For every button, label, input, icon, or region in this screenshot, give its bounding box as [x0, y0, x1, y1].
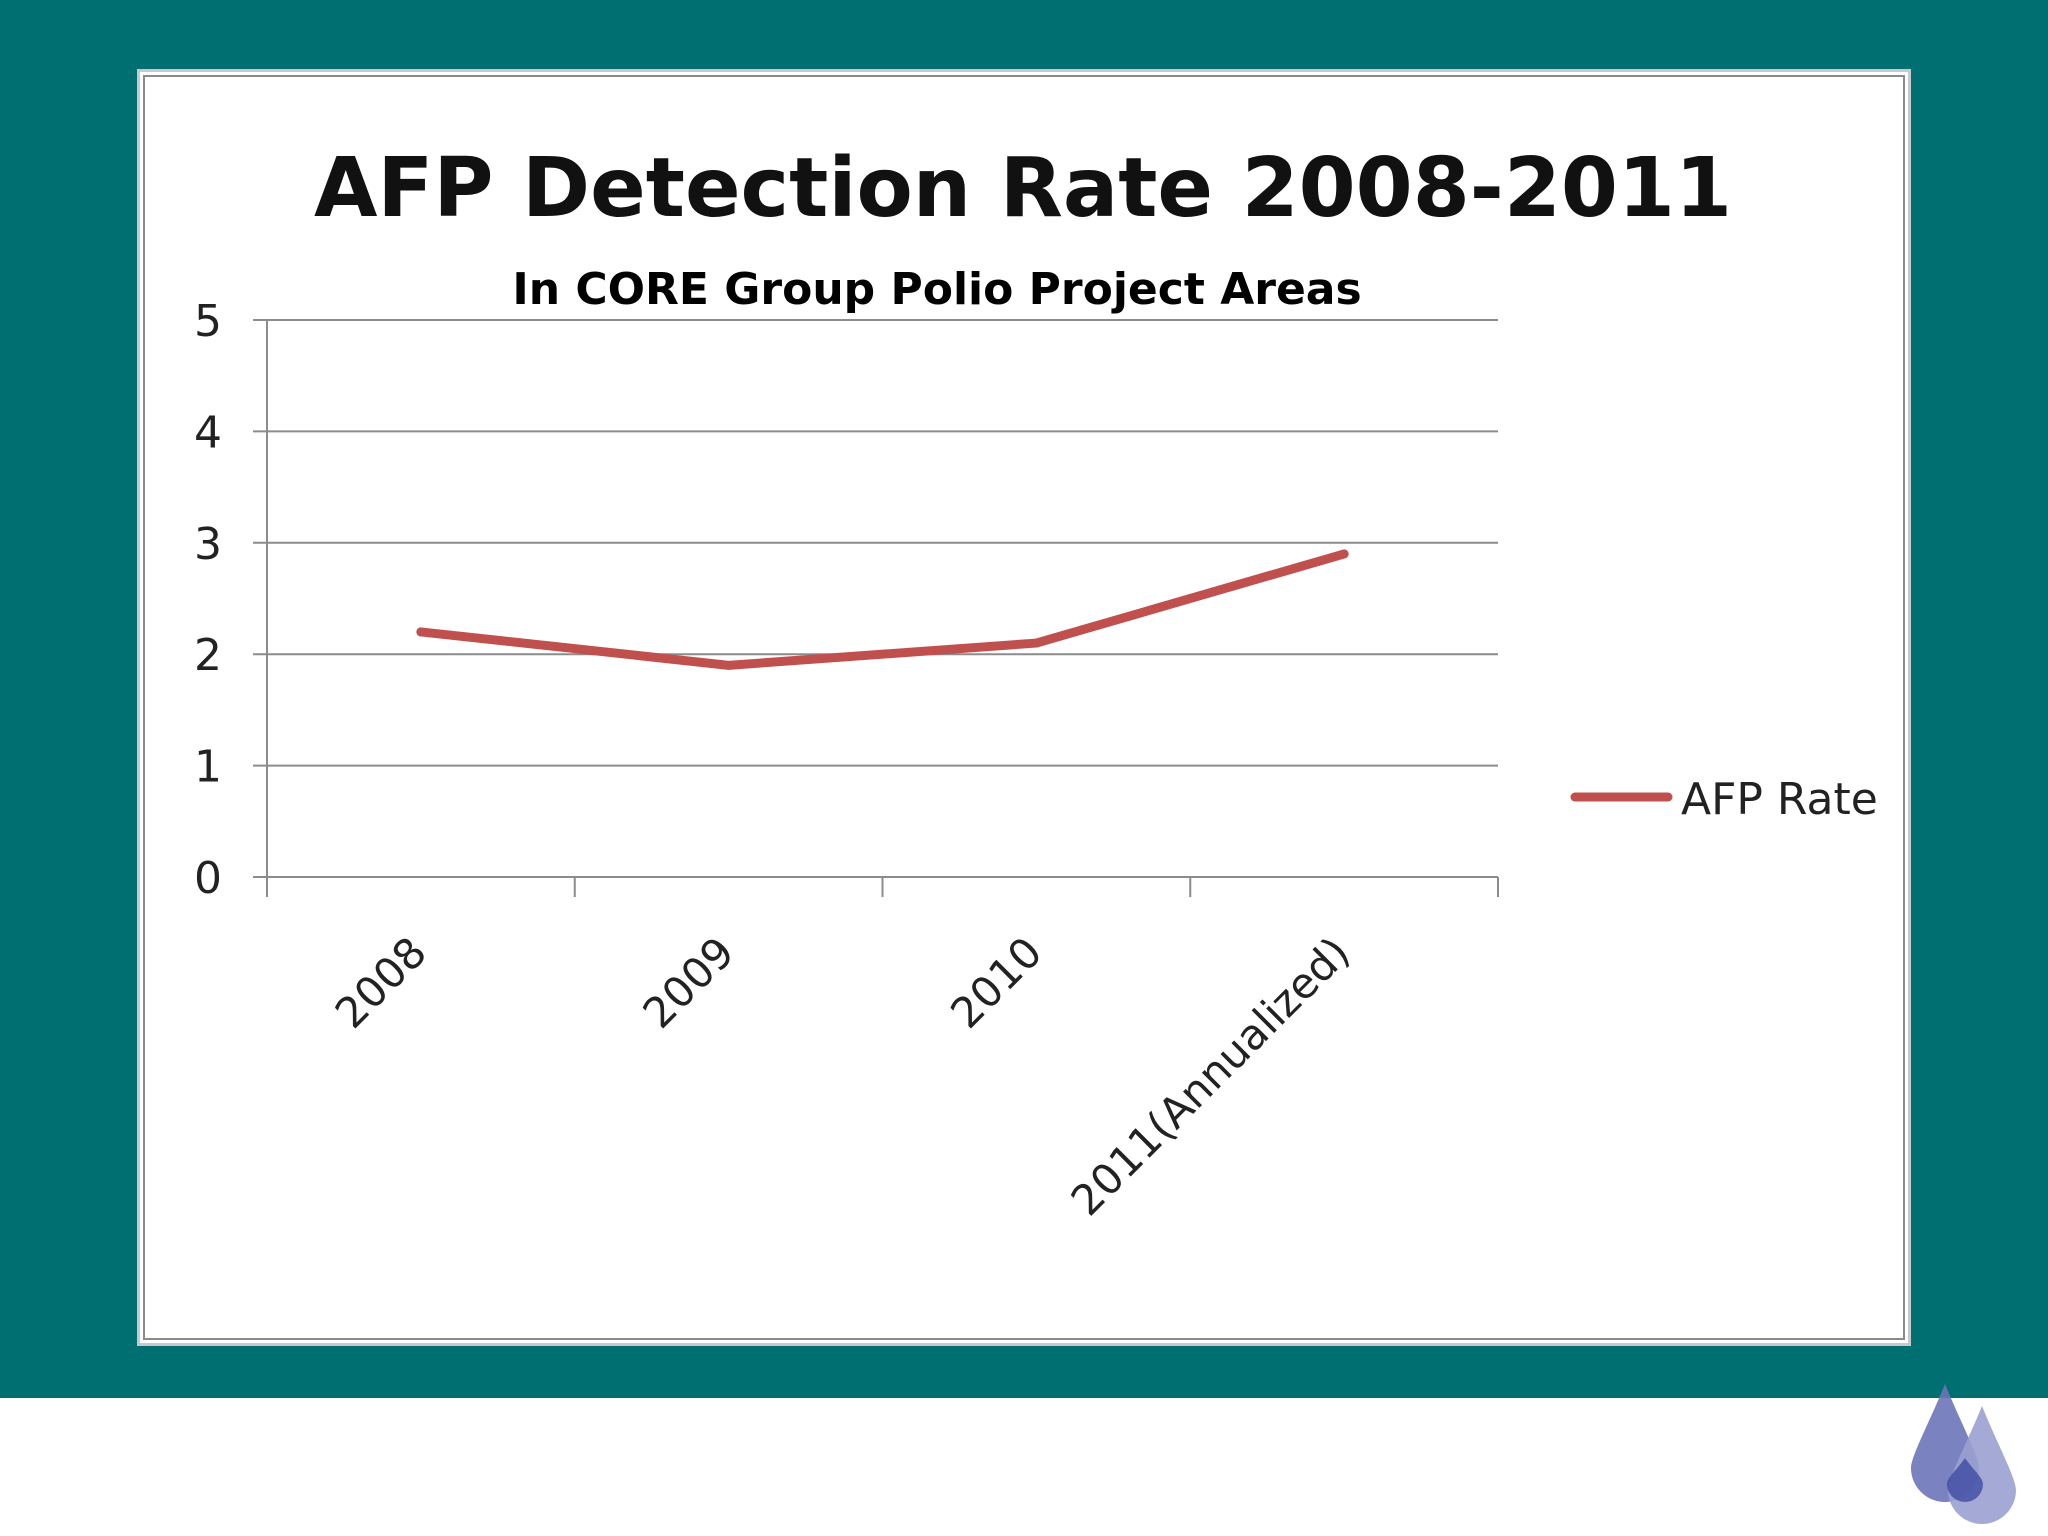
plot-area: 0 1 2 3 4 5 2008 2009 2010 2011(Annualized) [194, 296, 1499, 1225]
data-point [1031, 638, 1041, 648]
chart-frame [137, 69, 1911, 1346]
x-tick-label: 2011(Annualized) [1062, 927, 1360, 1225]
x-tick-label: 2008 [326, 927, 436, 1037]
y-tick-label: 0 [194, 853, 222, 904]
y-tick-label: 4 [194, 407, 222, 458]
chart-title: AFP Detection Rate 2008-2011 [314, 141, 1732, 236]
y-tick-label: 5 [194, 296, 222, 347]
series-line [416, 549, 1349, 670]
y-tick-label: 3 [194, 519, 222, 570]
legend: AFP Rate [1570, 774, 1878, 825]
y-tick-label: 2 [194, 630, 222, 681]
x-tick-label: 2010 [941, 927, 1051, 1037]
data-point [416, 627, 426, 637]
legend-label: AFP Rate [1681, 774, 1878, 825]
drop-shape [1947, 1458, 1983, 1502]
chart-subtitle: In CORE Group Polio Project Areas [512, 264, 1361, 315]
y-tick-label: 1 [194, 742, 222, 793]
data-point [1339, 549, 1349, 559]
water-drops-icon [1911, 1384, 2016, 1524]
x-tick-label: 2009 [633, 927, 743, 1037]
data-point [724, 660, 734, 670]
